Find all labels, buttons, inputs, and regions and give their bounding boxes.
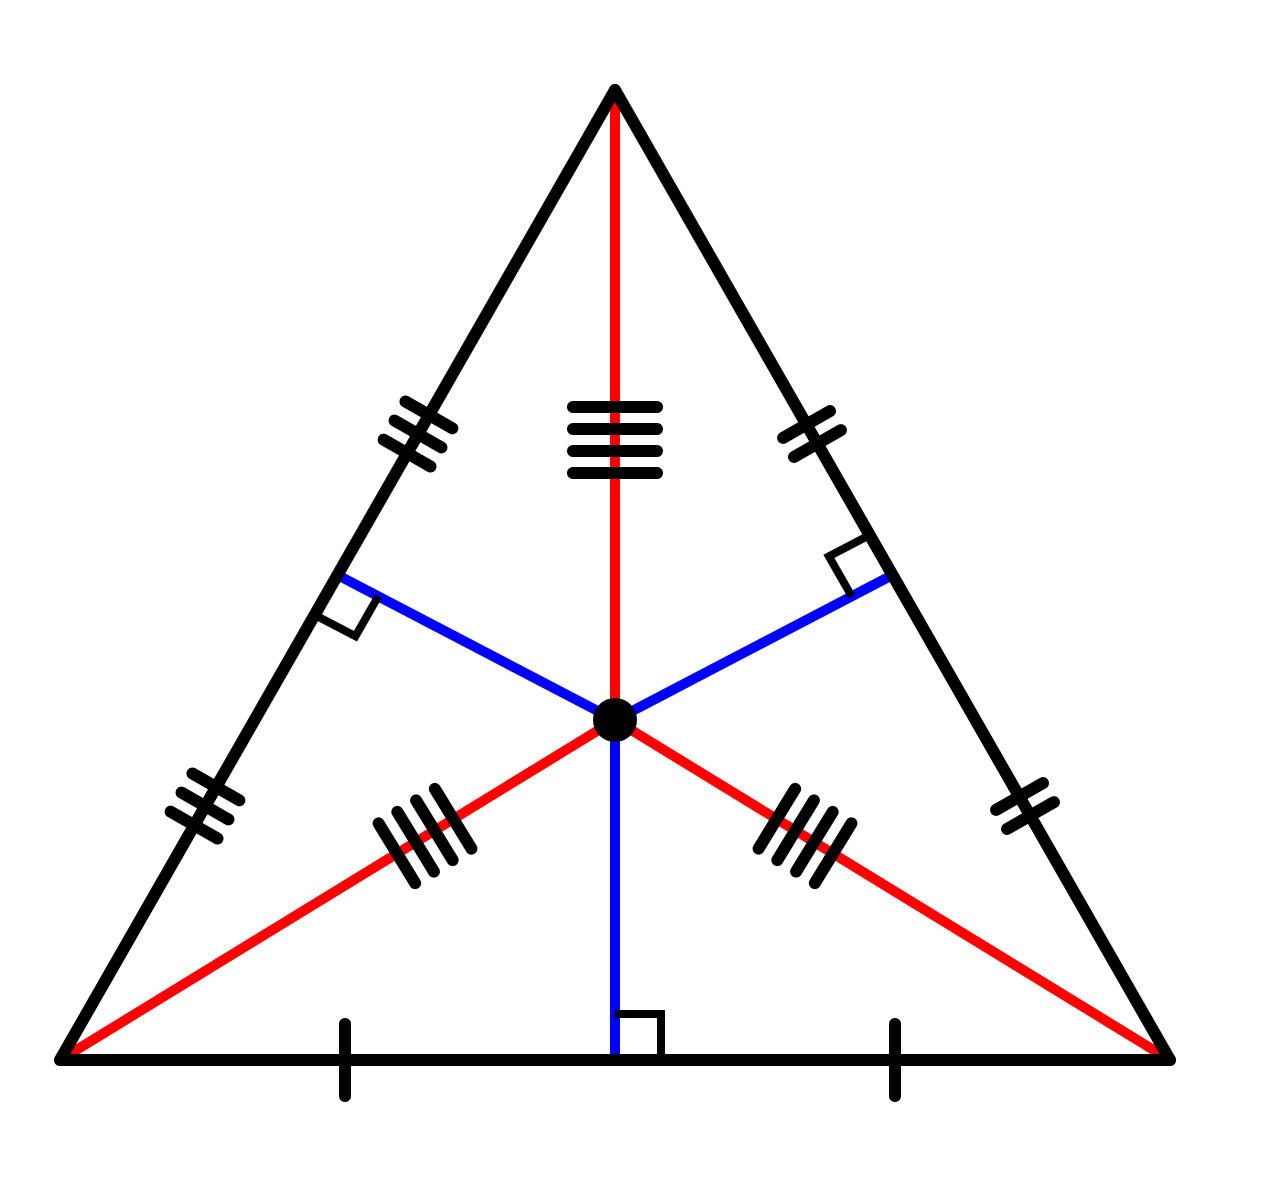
circumcenter-point — [593, 698, 637, 742]
circumcenter-triangle-diagram — [0, 0, 1261, 1200]
ticks-AB-upper — [384, 401, 453, 466]
ticks-AB-lower — [171, 773, 240, 838]
segment-center-to-B — [60, 720, 615, 1060]
right-angle-BC — [615, 1014, 661, 1060]
side-AC — [615, 90, 1170, 1060]
perp-bisector-to-AB — [338, 575, 616, 720]
side-AB — [60, 90, 615, 1060]
segment-center-to-C — [615, 720, 1170, 1060]
